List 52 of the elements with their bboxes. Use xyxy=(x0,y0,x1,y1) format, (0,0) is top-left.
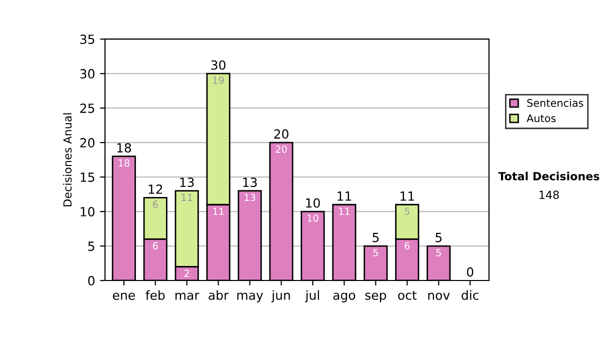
x-tick-label: nov xyxy=(428,292,450,300)
x-tick-label: jul xyxy=(305,290,319,302)
data-label: 6 xyxy=(152,242,158,250)
total-label: 0 xyxy=(466,267,474,277)
x-tick-label: abr xyxy=(208,290,229,300)
y-tick-label: 25 xyxy=(80,104,94,113)
total-label: 11 xyxy=(338,192,352,201)
y-tick-label: 35 xyxy=(80,34,94,44)
x-tick-label: sep xyxy=(365,292,386,302)
total-label: 13 xyxy=(243,178,257,188)
x-tick-label: jun xyxy=(271,290,290,302)
y-tick-label: 30 xyxy=(80,69,94,79)
x-tick-label: ago xyxy=(333,292,356,302)
data-label: 11 xyxy=(213,208,224,215)
y-tick-label: 0 xyxy=(88,276,94,286)
y-tick-label: 5 xyxy=(88,242,94,251)
total-label: 5 xyxy=(436,232,442,242)
data-label: 20 xyxy=(276,145,287,153)
data-label: 18 xyxy=(118,159,130,167)
data-label: 6 xyxy=(404,242,410,250)
data-label: 6 xyxy=(152,200,158,208)
y-tick-label: 20 xyxy=(80,138,94,148)
y-tick-label: 10 xyxy=(80,207,94,216)
data-label: 10 xyxy=(308,214,318,222)
total-label: 13 xyxy=(180,178,194,188)
total-label: 20 xyxy=(274,129,288,139)
total-label: 11 xyxy=(400,192,414,201)
y-axis-title: Decisiones Anual xyxy=(63,113,72,206)
x-tick-label: dic xyxy=(462,290,478,300)
x-tick-label: mar xyxy=(175,292,200,300)
data-label: 5 xyxy=(404,208,410,215)
total-label: 30 xyxy=(211,60,226,70)
data-label: 11 xyxy=(339,208,350,215)
legend-label: Autos xyxy=(526,114,556,122)
x-tick-label: feb xyxy=(146,290,165,300)
x-tick-label: ene xyxy=(112,292,135,300)
total-label: 12 xyxy=(148,184,162,194)
y-tick-label: 15 xyxy=(80,172,94,182)
data-label: 19 xyxy=(213,76,224,84)
data-label: 5 xyxy=(436,249,441,256)
text: 148 xyxy=(540,190,559,200)
x-tick-label: oct xyxy=(398,290,417,300)
total-label: 5 xyxy=(372,232,379,242)
total-label: 18 xyxy=(117,143,131,153)
text: Total Decisiones xyxy=(498,172,600,180)
data-label: 5 xyxy=(373,249,378,256)
x-tick-label: may xyxy=(237,292,264,302)
data-label: 2 xyxy=(184,270,189,277)
data-label: 11 xyxy=(182,194,192,201)
data-label: 13 xyxy=(244,194,256,202)
total-label: 10 xyxy=(306,198,320,208)
legend-label: Sentencias xyxy=(527,98,584,107)
